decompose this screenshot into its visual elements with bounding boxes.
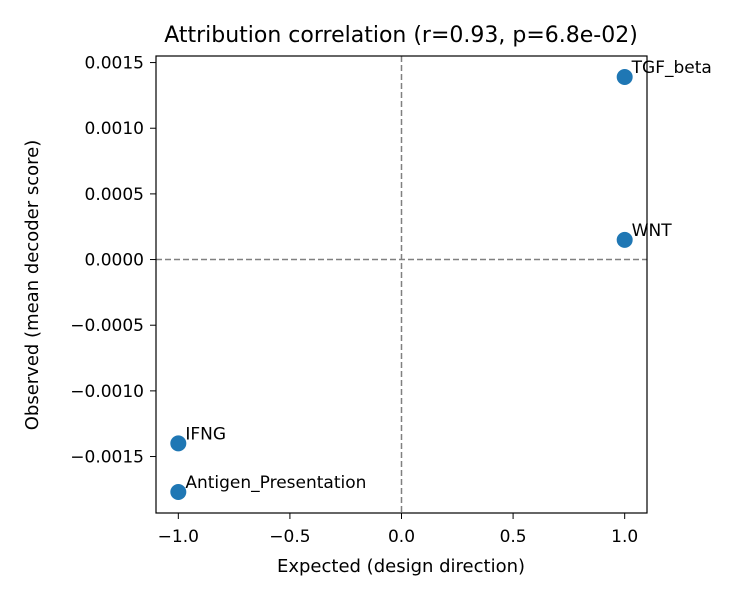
data-point (170, 435, 187, 452)
y-tick-label: 0.0000 (85, 251, 144, 271)
y-tick-label: −0.0005 (70, 316, 144, 336)
y-axis-label: Observed (mean decoder score) (22, 140, 43, 431)
chart-title: Attribution correlation (r=0.93, p=6.8e-… (164, 23, 638, 48)
y-tick-label: −0.0015 (70, 448, 144, 468)
y-tick-label: −0.0010 (70, 382, 144, 402)
x-tick-label: 1.0 (611, 527, 638, 547)
x-tick-label: 0.5 (500, 527, 527, 547)
y-tick-label: 0.0005 (85, 185, 144, 205)
data-point-label: WNT (632, 221, 673, 241)
x-tick-label: 0.0 (388, 527, 415, 547)
plot-area: TGF_beta WNT IFNG Antigen_Presentation −1.0 −… (70, 54, 712, 547)
y-tick-label: 0.0010 (85, 119, 144, 139)
data-point (616, 69, 633, 86)
data-point-label: IFNG (185, 424, 226, 444)
data-point-label: TGF_beta (631, 58, 712, 78)
x-axis-label: Expected (design direction) (277, 556, 525, 577)
x-tick-label: −0.5 (269, 527, 310, 547)
x-tick-label: −1.0 (158, 527, 199, 547)
y-tick-label: 0.0015 (85, 54, 144, 74)
data-point-label: Antigen_Presentation (185, 473, 366, 493)
data-point (616, 231, 633, 248)
data-point (170, 483, 187, 500)
